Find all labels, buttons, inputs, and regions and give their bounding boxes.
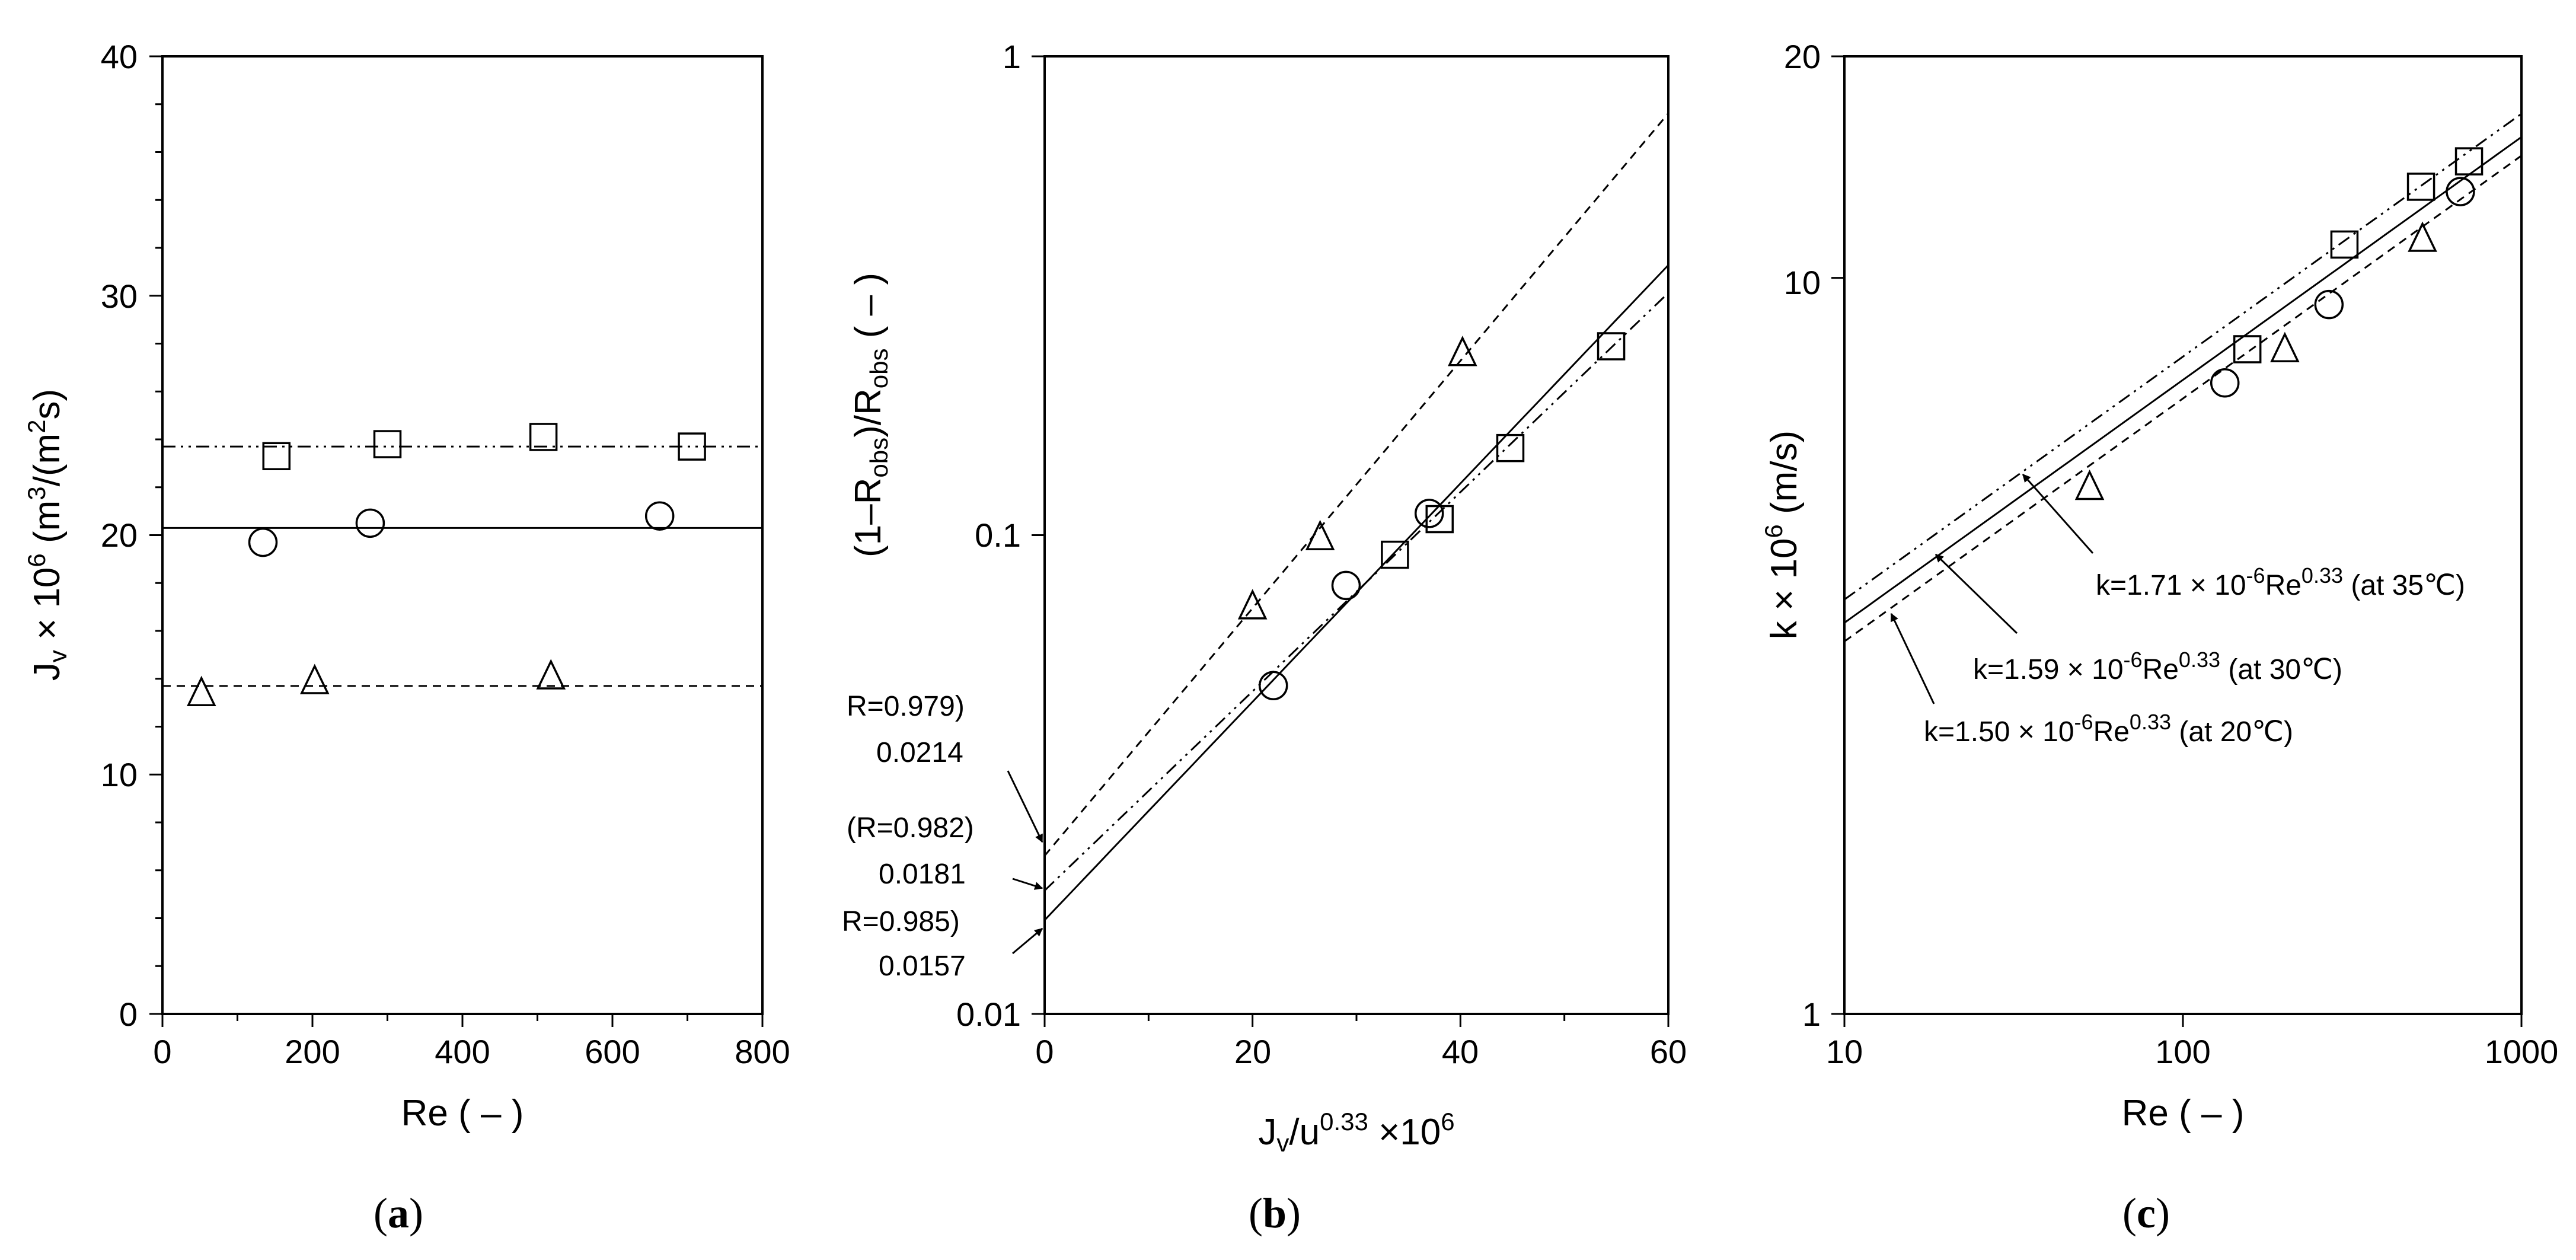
panel-b-annotation-arrow [1012,927,1043,955]
panel-b-annotation-r: R=0.985) [842,906,960,937]
panel-b-annotation-intercept: 0.0157 [879,950,966,982]
square-marker [373,430,402,458]
triangle-marker [2270,331,2300,362]
panel-a-ytick-label: 10 [101,756,138,793]
panel-c-xtick-label: 10 [1826,1033,1863,1070]
square-marker [2233,335,2262,363]
triangle-marker [536,659,566,690]
panel-b-annotation-intercept: 0.0181 [879,859,966,890]
triangle-marker [1305,519,1335,551]
circle-marker [644,501,675,531]
circle-marker [2446,177,2475,206]
square-marker [1381,540,1409,569]
panel-c-x-axis-label: Re ( – ) [2122,1093,2245,1134]
panel-c-ytick-label: 20 [1784,38,1821,75]
panel-a-ytick-label: 30 [101,277,138,315]
circle-marker [355,508,385,538]
panel-b-ytick-label: 0.1 [975,516,1021,554]
square-marker [2406,173,2435,201]
circle-marker [2210,368,2240,398]
panel-c-ytick-label: 1 [1802,996,1821,1033]
panel-a-ytick-label: 40 [101,38,138,75]
panel-b-ticks [1032,55,1670,1027]
panel-c-xtick-label: 1000 [2485,1033,2559,1070]
triangle-marker [2408,221,2437,252]
panel-a-data-points [186,423,706,706]
panel-a-xtick-label: 200 [285,1033,340,1070]
panel-b-ytick-label: 0.01 [956,996,1021,1033]
panel-a-xtick-label: 600 [585,1033,640,1070]
panel-a: 0 200 400 600 800 0 10 20 30 40 Re ( – )… [23,38,790,1237]
panel-a-x-axis-label: Re ( – ) [401,1093,524,1134]
square-marker [1597,332,1626,361]
panel-b-annotation-intercept: 0.0214 [876,737,963,768]
fit-line [1844,155,2522,643]
panel-c-equation: k=1.71 × 10-6Re0.33 (at 35℃) [2096,563,2465,601]
panel-a-ticks [149,55,764,1027]
circle-marker [2314,289,2344,320]
square-marker [529,423,558,451]
panel-b-annotation-arrow [1012,878,1043,890]
panel-b-xtick-label: 40 [1442,1033,1479,1070]
square-marker [1496,433,1525,462]
fit-line [1043,113,1670,857]
circle-marker [248,527,278,557]
circle-marker [1414,499,1444,528]
panel-a-fit-lines [162,445,762,687]
circle-marker [1331,570,1361,601]
panel-b-x-axis-label: Jv/u0.33 ×106 [1258,1108,1454,1157]
panel-b-annotation-r: R=0.979) [847,691,965,722]
panel-a-y-axis-label: Jv × 106 (m3/(m2s) [23,389,72,681]
panel-c-y-axis-label: k × 106 (m/s) [1760,430,1805,639]
panel-c-caption: (c) [2122,1189,2170,1237]
panel-a-ytick-label: 0 [119,996,138,1033]
panel-c-equation: k=1.50 × 10-6Re0.33 (at 20℃) [1924,710,2293,748]
panel-b-annotation-r: (R=0.982) [847,812,974,844]
panel-b: 0 20 40 60 0.01 0.1 1 Jv/u0.33 ×106 (1–R… [842,38,1687,1237]
panel-a-xtick-label: 0 [153,1033,171,1070]
square-marker [2330,230,2359,259]
square-marker [2454,147,2484,176]
panel-b-plot-frame [1043,55,1670,1015]
panel-b-fit-lines [1043,113,1670,921]
panel-b-caption: (b) [1249,1189,1301,1237]
panel-c-data-points [2074,147,2484,500]
square-marker [1425,505,1454,534]
triangle-marker [1448,336,1477,366]
panel-c-xtick-label: 100 [2155,1033,2210,1070]
panel-a-caption: (a) [374,1189,423,1237]
square-marker [262,442,291,471]
panel-b-xtick-label: 0 [1035,1033,1054,1070]
fit-line [1844,113,2522,601]
triangle-marker [300,664,330,694]
fit-line [1844,136,2522,624]
panel-c-equation-arrow [1935,553,2018,634]
panel-b-data-points [1237,332,1626,701]
panel-a-xtick-label: 400 [435,1033,490,1070]
triangle-marker [1237,589,1268,620]
triangle-marker [186,675,216,706]
panel-b-xtick-label: 20 [1234,1033,1271,1070]
panel-c-equation-arrow [1890,613,1935,704]
triangle-marker [2074,469,2105,500]
panel-b-xtick-label: 60 [1650,1033,1687,1070]
panel-b-ytick-label: 1 [1003,38,1021,75]
panel-c-equation: k=1.59 × 10-6Re0.33 (at 30℃) [1973,647,2342,685]
panel-b-annotation-arrow [1007,770,1043,843]
fit-line [1043,292,1670,891]
circle-marker [1258,671,1288,701]
panel-c-ticks [1831,55,2523,1027]
panel-c-fit-lines [1844,113,2522,643]
square-marker [678,432,706,461]
panel-c-ytick-label: 10 [1784,264,1821,301]
panel-c-equation-arrow [2022,473,2094,554]
panel-c: 10 100 1000 1 10 20 Re ( – ) k × 106 (m/… [1760,38,2558,1237]
panel-a-xtick-label: 800 [735,1033,790,1070]
panel-b-y-axis-label: (1–Robs)/Robs ( – ) [848,273,893,557]
panel-a-ytick-label: 20 [101,516,138,554]
